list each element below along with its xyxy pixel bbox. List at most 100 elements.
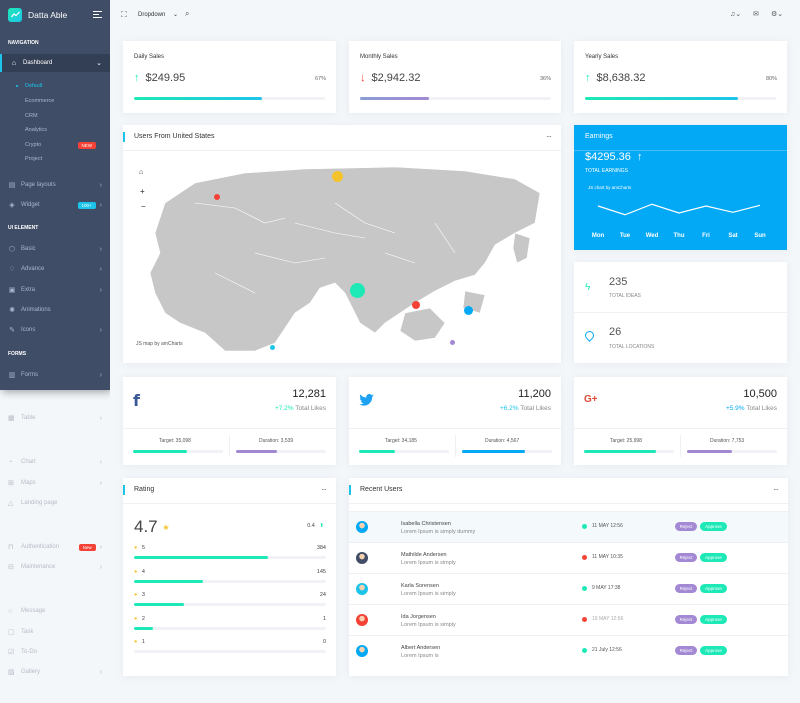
user-desc: Lorem Ipsum is simply bbox=[401, 622, 456, 628]
more-icon[interactable]: ··· bbox=[321, 485, 327, 494]
sidebar-item-table[interactable]: ▦ Table › bbox=[0, 409, 110, 427]
fullscreen-icon[interactable]: ⛶ bbox=[121, 10, 127, 19]
star-icon: ● bbox=[134, 568, 138, 575]
progress-fill bbox=[584, 450, 656, 453]
map-marker[interactable] bbox=[464, 306, 473, 315]
map-marker[interactable] bbox=[350, 283, 365, 298]
avatar bbox=[356, 645, 368, 657]
target-progress bbox=[359, 450, 449, 453]
zoom-in-icon[interactable]: + bbox=[140, 187, 145, 196]
chevron-right-icon: › bbox=[99, 181, 102, 189]
chevron-right-icon: › bbox=[99, 371, 102, 379]
chevron-right-icon: › bbox=[99, 286, 102, 294]
chevron-right-icon: › bbox=[99, 414, 102, 422]
sidebar-item-label: Dashboard bbox=[23, 60, 53, 66]
user-desc: Lorem Ipsum is simply dummy bbox=[401, 529, 476, 535]
sidebar-sub-crm[interactable]: CRM bbox=[25, 113, 38, 119]
topbar: ⛶ Dropdown ⌄ ⌕ ♫⌄ ✉ ⚙⌄ bbox=[110, 0, 800, 29]
status-dot-icon bbox=[582, 647, 587, 653]
sidebar-item-maps[interactable]: ⊞ Maps › bbox=[0, 474, 110, 492]
change-value: +7.2% bbox=[274, 405, 294, 412]
search-icon[interactable]: ⌕ bbox=[185, 9, 190, 18]
sidebar-item-chart[interactable]: ◔ Chart › bbox=[0, 453, 110, 471]
file-text-icon: ▥ bbox=[8, 372, 16, 379]
map-marker[interactable] bbox=[214, 194, 220, 200]
sidebar-sub-ecommerce[interactable]: Ecommerce bbox=[25, 98, 55, 104]
sidebar-item-label: Widget bbox=[21, 202, 40, 208]
more-icon[interactable]: ··· bbox=[773, 485, 779, 494]
sidebar-sub-analytics[interactable]: Analytics bbox=[25, 127, 48, 133]
likes-value: 12,281 bbox=[292, 388, 326, 400]
reject-button[interactable]: Reject bbox=[675, 615, 697, 624]
sidebar-item-todo[interactable]: ☑ To-Do bbox=[0, 643, 110, 661]
sidebar-item-icons[interactable]: ✎ Icons › bbox=[0, 321, 110, 339]
likes-value: 11,200 bbox=[518, 388, 551, 400]
earnings-series-line bbox=[597, 203, 761, 216]
sidebar-item-message[interactable]: ○ Message bbox=[0, 602, 110, 620]
map-marker[interactable] bbox=[412, 301, 420, 309]
sidebar-item-animations[interactable]: ✺ Animations bbox=[0, 301, 110, 319]
message-icon: ○ bbox=[8, 607, 13, 615]
sidebar-item-label: Authentication bbox=[21, 544, 60, 550]
reject-button[interactable]: Reject bbox=[675, 553, 697, 562]
gitlab-icon: ♢ bbox=[8, 266, 16, 273]
target-progress bbox=[584, 450, 674, 453]
sidebar-item-basic[interactable]: ⬡ Basic › bbox=[0, 240, 110, 258]
map-marker[interactable] bbox=[332, 171, 343, 182]
sidebar-item-gallery[interactable]: ▨ Gallery › bbox=[0, 663, 110, 681]
sidebar-item-forms[interactable]: ▥ Forms › bbox=[0, 366, 110, 384]
sidebar-item-maintenance[interactable]: ⊟ Maintenance › bbox=[0, 558, 110, 576]
progress-fill bbox=[134, 603, 184, 606]
reject-button[interactable]: Reject bbox=[675, 522, 697, 531]
sidebar-item-task[interactable]: ▢ Task bbox=[0, 623, 110, 641]
likes-value: 10,500 bbox=[743, 388, 777, 400]
sidebar-item-authentication[interactable]: ⊓ Authentication New › bbox=[0, 538, 110, 556]
sidebar-item-landing[interactable]: △ Landing page bbox=[0, 494, 110, 512]
approve-button[interactable]: Approve bbox=[700, 522, 727, 531]
map-marker[interactable] bbox=[450, 340, 455, 345]
sidebar-item-label: Advance bbox=[21, 266, 45, 272]
sidebar-item-page-layouts[interactable]: ▤ Page layouts › bbox=[0, 176, 110, 194]
chevron-right-icon: › bbox=[99, 201, 102, 209]
rating-count: 145 bbox=[316, 568, 326, 575]
sidebar-sub-default[interactable]: Default bbox=[0, 79, 110, 93]
home-icon[interactable]: ⌂ bbox=[139, 169, 144, 176]
bell-icon[interactable]: ♫⌄ bbox=[730, 11, 742, 18]
zoom-out-icon[interactable]: − bbox=[141, 202, 146, 211]
sidebar-item-widget[interactable]: ◈ Widget 100+ › bbox=[0, 196, 110, 214]
sidebar-sub-crypto[interactable]: Crypto NEW bbox=[0, 138, 110, 152]
rating-progress bbox=[134, 650, 326, 653]
mail-icon[interactable]: ✉ bbox=[753, 11, 759, 18]
score-text: 4.7 bbox=[134, 517, 158, 536]
reject-button[interactable]: Reject bbox=[675, 646, 697, 655]
user-date: 11 MAY 10:35 bbox=[582, 554, 623, 560]
menu-toggle-icon[interactable] bbox=[93, 9, 102, 20]
avatar bbox=[356, 552, 368, 564]
monthly-sales-card: Monthly Sales ↓ $2,942.32 36% bbox=[349, 41, 561, 113]
user-name: Isabella Christensen bbox=[401, 521, 451, 527]
user-name: Mathilde Andersen bbox=[401, 552, 447, 558]
chart-credit[interactable]: JS chart by amCharts bbox=[588, 185, 632, 190]
sidebar-item-label: Message bbox=[21, 608, 46, 614]
approve-button[interactable]: Approve bbox=[700, 553, 727, 562]
world-map[interactable] bbox=[135, 163, 549, 351]
more-icon[interactable]: ··· bbox=[546, 132, 552, 141]
settings-icon[interactable]: ⚙⌄ bbox=[771, 11, 784, 18]
user-date: 19 MAY 12:56 bbox=[582, 616, 623, 622]
reject-button[interactable]: Reject bbox=[675, 584, 697, 593]
feather-icon: ✎ bbox=[9, 327, 15, 334]
sidebar-item-extra[interactable]: ▣ Extra › bbox=[0, 281, 110, 299]
sidebar-item-advance[interactable]: ♢ Advance › bbox=[0, 260, 110, 278]
duration-progress bbox=[687, 450, 777, 453]
approve-button[interactable]: Approve bbox=[700, 615, 727, 624]
sidebar-sub-project[interactable]: Project bbox=[25, 156, 43, 162]
approve-button[interactable]: Approve bbox=[700, 646, 727, 655]
dropdown-menu[interactable]: Dropdown ⌄ bbox=[138, 11, 178, 18]
twitter-card: 11,200 +6.2% Total Likes Target: 34,185 … bbox=[349, 377, 561, 465]
map-credit[interactable]: JS map by amCharts bbox=[136, 341, 183, 347]
approve-button[interactable]: Approve bbox=[700, 584, 727, 593]
value-text: $249.95 bbox=[145, 72, 186, 84]
sidebar-overflow: ▦ Table › ◔ Chart › ⊞ Maps › △ Landing p… bbox=[0, 390, 110, 703]
sidebar-item-dashboard[interactable]: ⌂ Dashboard ⌄ bbox=[0, 54, 110, 72]
map-marker[interactable] bbox=[270, 345, 275, 350]
